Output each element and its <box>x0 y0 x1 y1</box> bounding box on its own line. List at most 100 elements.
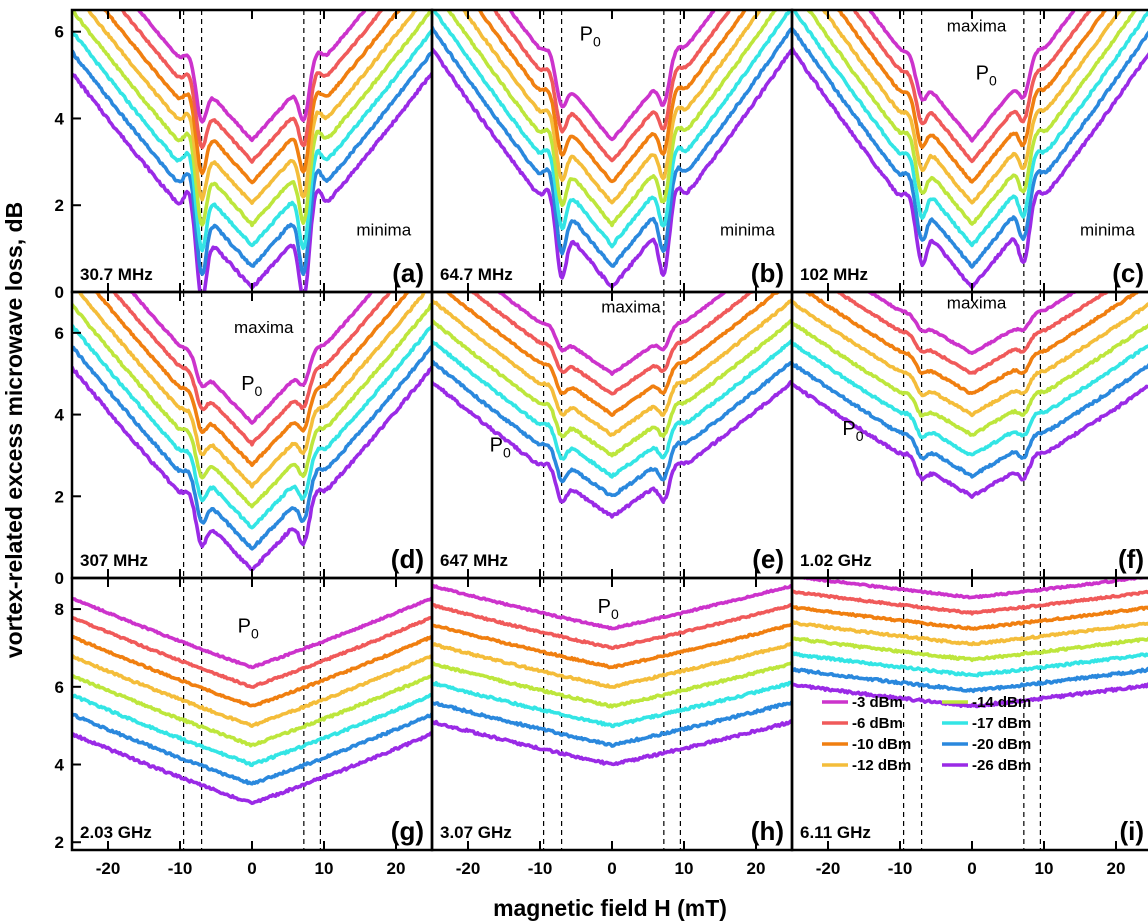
legend-label: -3 dBm <box>852 694 903 711</box>
series-f-m3dBm <box>866 292 1079 355</box>
series-f-m6dBm <box>834 292 1109 375</box>
legend-label: -10 dBm <box>852 736 911 753</box>
x-tick-label: 20 <box>1107 859 1126 878</box>
plot-area-f <box>792 292 1148 578</box>
panel-frame-b <box>430 8 794 294</box>
series-h-m3dBm <box>432 583 792 631</box>
y-tick-label: 4 <box>55 109 65 128</box>
x-tick-label: 10 <box>315 859 334 878</box>
series-d-m20dBm <box>72 345 432 551</box>
series-c-m10dBm <box>836 10 1108 184</box>
annotation-e-1: P0 <box>490 434 511 460</box>
series-b-m14dBm <box>446 10 778 228</box>
panel-letter-a: (a) <box>392 258 424 288</box>
y-tick-label: 2 <box>55 487 64 506</box>
panel-e: 647 MHz (e) maxima P0 <box>430 290 794 580</box>
series-d-m26dBm <box>72 365 432 572</box>
series-f-m10dBm <box>803 292 1141 395</box>
frequency-label-i: 6.11 GHz <box>800 823 871 842</box>
panels-group: 0 2 4 6 30.7 MHz (a) minima 64.7 MHz (b) P0 minima… <box>55 8 1148 878</box>
series-c-m17dBm <box>792 10 1148 248</box>
plot-area-g <box>72 578 432 850</box>
frequency-label-f: 1.02 GHz <box>800 551 872 570</box>
series-i-m3dBm <box>792 578 1148 600</box>
annotation-c-1: P0 <box>976 62 997 88</box>
plot-area-h <box>432 578 792 850</box>
series-h-m12dBm <box>432 641 792 689</box>
x-tick-label: 0 <box>607 859 616 878</box>
series-g-m12dBm <box>72 654 432 728</box>
series-h-m26dBm <box>432 719 792 767</box>
series-a-m3dBm <box>136 10 367 143</box>
series-c-m14dBm <box>806 10 1138 226</box>
panel-b: 64.7 MHz (b) P0 minima <box>430 8 794 294</box>
legend-label: -12 dBm <box>852 757 911 774</box>
series-h-m20dBm <box>432 700 792 748</box>
y-tick-label: 0 <box>55 283 64 302</box>
annotation-e-0: maxima <box>601 297 661 316</box>
series-a-m20dBm <box>72 49 432 276</box>
series-d-m12dBm <box>76 292 428 489</box>
panel-letter-f: (f) <box>1118 544 1144 574</box>
panel-a: 0 2 4 6 30.7 MHz (a) minima <box>55 8 434 302</box>
x-tick-label: -10 <box>888 859 913 878</box>
series-f-m20dBm <box>792 362 1148 479</box>
frequency-label-e: 647 MHz <box>440 551 508 570</box>
series-i-m14dBm <box>792 636 1148 663</box>
x-tick-label: -20 <box>456 859 481 878</box>
series-d-m17dBm <box>72 324 432 530</box>
series-c-m20dBm <box>792 27 1148 269</box>
series-h-m6dBm <box>432 602 792 651</box>
frequency-label-h: 3.07 GHz <box>440 823 512 842</box>
plot-area-i <box>792 578 1148 850</box>
series-g-m20dBm <box>72 712 432 786</box>
series-e-m6dBm <box>470 292 755 396</box>
series-c-m12dBm <box>821 10 1123 205</box>
y-tick-label: 4 <box>55 756 65 775</box>
series-d-m10dBm <box>93 292 410 467</box>
annotation-a-0: minima <box>356 221 411 240</box>
annotation-b-1: minima <box>720 221 775 240</box>
series-b-m17dBm <box>432 10 792 249</box>
series-b-m6dBm <box>492 10 732 163</box>
x-tick-label: -10 <box>528 859 553 878</box>
series-g-m14dBm <box>72 673 432 748</box>
annotation-d-0: maxima <box>234 318 294 337</box>
panel-g: -20 -10 0 10 20 2 4 6 8 2.03 GHz (g) P0 <box>55 576 434 878</box>
series-b-m20dBm <box>432 26 792 268</box>
series-i-m6dBm <box>792 589 1148 616</box>
panel-letter-h: (h) <box>751 816 784 846</box>
legend-label: -20 dBm <box>972 736 1031 753</box>
annotation-c-0: maxima <box>947 17 1007 36</box>
panel-letter-g: (g) <box>391 816 424 846</box>
plot-area-e <box>432 292 792 578</box>
series-e-m12dBm <box>432 298 792 437</box>
series-i-m10dBm <box>792 604 1148 631</box>
series-b-m12dBm <box>461 10 763 205</box>
series-i-m12dBm <box>792 620 1148 647</box>
panel-frame-c <box>790 8 1148 294</box>
series-g-m17dBm <box>72 692 432 768</box>
legend-label: -6 dBm <box>852 715 903 732</box>
annotation-c-2: minima <box>1080 221 1135 240</box>
plot-area-c <box>792 10 1148 292</box>
series-b-m3dBm <box>507 10 717 142</box>
series-b-m10dBm <box>476 10 747 184</box>
y-tick-label: 2 <box>55 196 64 215</box>
frequency-label-c: 102 MHz <box>800 265 868 284</box>
series-d-m14dBm <box>72 302 432 509</box>
series-h-m14dBm <box>432 661 792 709</box>
annotation-g-0: P0 <box>238 615 259 641</box>
frequency-label-a: 30.7 MHz <box>80 265 153 284</box>
series-e-m10dBm <box>444 292 781 417</box>
y-tick-label: 8 <box>55 600 64 619</box>
series-g-m10dBm <box>72 634 432 708</box>
panel-letter-e: (e) <box>752 544 784 574</box>
y-tick-label: 6 <box>55 23 64 42</box>
series-h-m10dBm <box>432 622 792 670</box>
y-tick-label: 4 <box>55 406 65 425</box>
legend-label: -14 dBm <box>972 694 1031 711</box>
series-e-m3dBm <box>495 292 728 376</box>
series-c-m3dBm <box>867 10 1077 143</box>
